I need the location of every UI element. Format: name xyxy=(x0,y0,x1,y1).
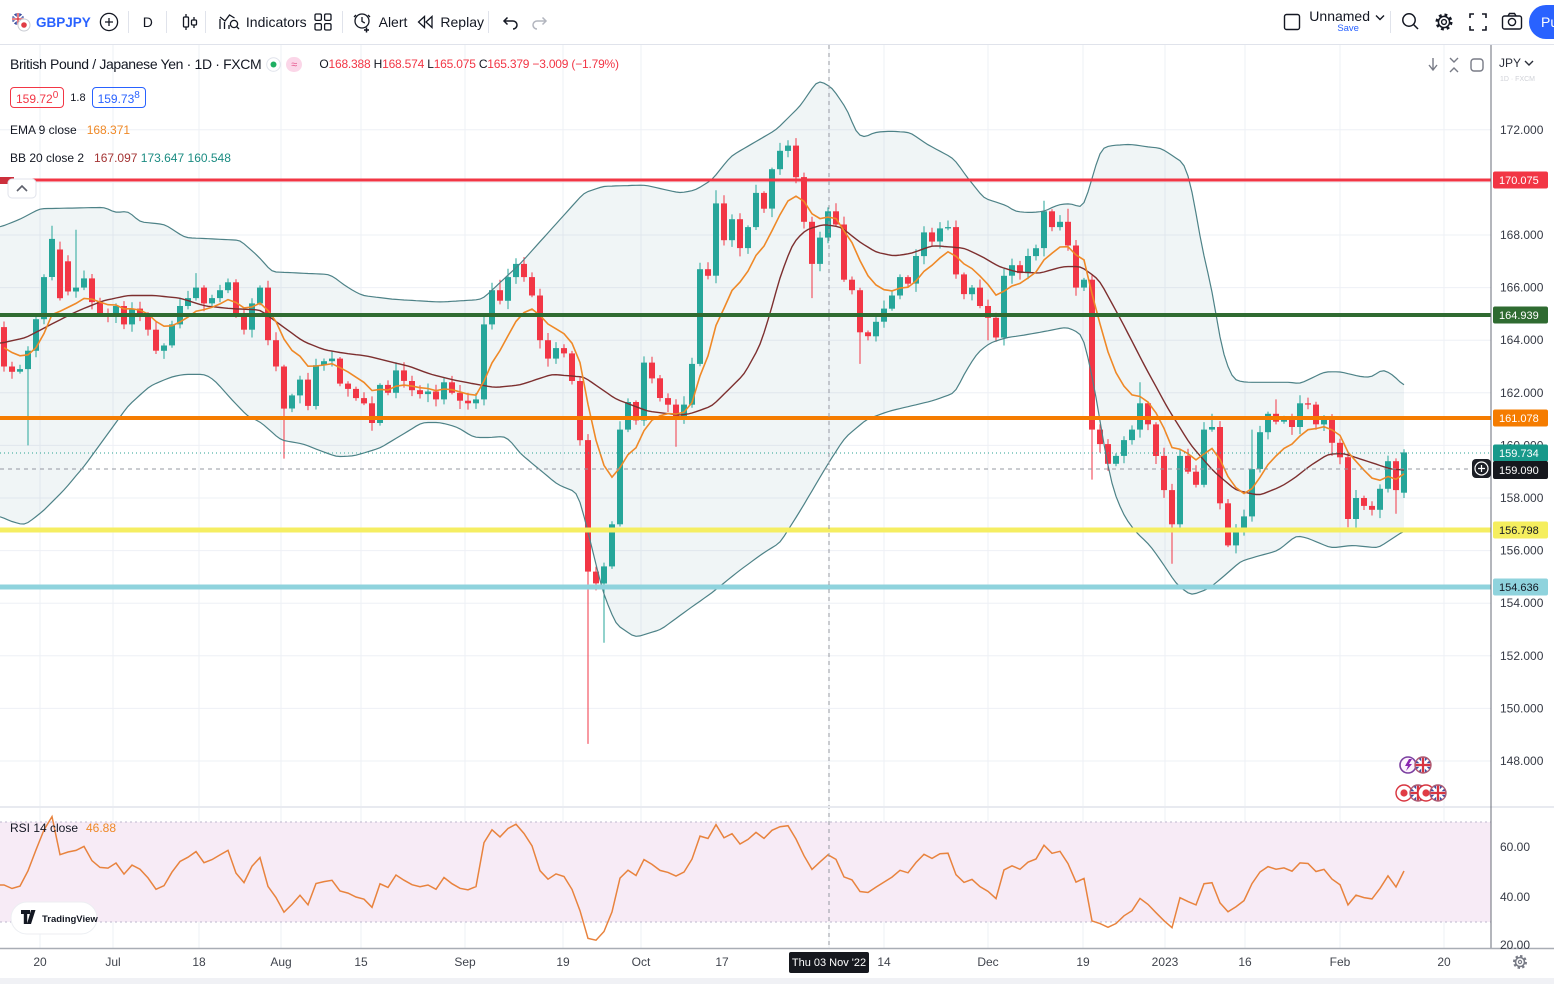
svg-text:60.00: 60.00 xyxy=(1500,840,1530,854)
svg-text:156.000: 156.000 xyxy=(1500,544,1544,558)
svg-text:Sep: Sep xyxy=(454,955,476,969)
svg-text:Jul: Jul xyxy=(105,955,120,969)
svg-text:Feb: Feb xyxy=(1330,955,1351,969)
svg-text:40.00: 40.00 xyxy=(1500,890,1530,904)
svg-text:Thu 03 Nov '22: Thu 03 Nov '22 xyxy=(792,957,866,969)
svg-text:Oct: Oct xyxy=(632,955,651,969)
svg-text:1D · FXCM: 1D · FXCM xyxy=(1500,76,1535,83)
svg-text:172.000: 172.000 xyxy=(1500,123,1544,137)
svg-text:JPY: JPY xyxy=(1499,56,1521,70)
svg-text:164.000: 164.000 xyxy=(1500,333,1544,347)
svg-text:Dec: Dec xyxy=(977,955,998,969)
svg-text:20: 20 xyxy=(1437,955,1451,969)
svg-text:TradingView: TradingView xyxy=(42,914,98,925)
svg-text:17: 17 xyxy=(715,955,729,969)
svg-text:18: 18 xyxy=(192,955,206,969)
svg-text:152.000: 152.000 xyxy=(1500,649,1544,663)
svg-text:150.000: 150.000 xyxy=(1500,701,1544,715)
svg-text:168.000: 168.000 xyxy=(1500,228,1544,242)
svg-text:RSI 14 close: RSI 14 close xyxy=(10,821,78,835)
svg-text:19: 19 xyxy=(1076,955,1090,969)
svg-text:20: 20 xyxy=(33,955,47,969)
svg-text:159.734: 159.734 xyxy=(1499,448,1539,460)
svg-text:170.075: 170.075 xyxy=(1499,175,1539,187)
svg-text:≈: ≈ xyxy=(292,59,298,71)
svg-text:19: 19 xyxy=(556,955,570,969)
svg-text:148.000: 148.000 xyxy=(1500,754,1544,768)
svg-text:15: 15 xyxy=(354,955,368,969)
svg-text:154.636: 154.636 xyxy=(1499,582,1539,594)
svg-text:14: 14 xyxy=(877,955,891,969)
svg-text:16: 16 xyxy=(1238,955,1252,969)
svg-text:20.00: 20.00 xyxy=(1500,938,1530,952)
svg-text:46.88: 46.88 xyxy=(86,821,116,835)
svg-text:154.000: 154.000 xyxy=(1500,596,1544,610)
svg-text:156.798: 156.798 xyxy=(1499,525,1539,537)
svg-text:159.090: 159.090 xyxy=(1499,465,1539,477)
svg-text:158.000: 158.000 xyxy=(1500,491,1544,505)
svg-text:Aug: Aug xyxy=(270,955,291,969)
svg-text:166.000: 166.000 xyxy=(1500,281,1544,295)
svg-text:2023: 2023 xyxy=(1152,955,1179,969)
svg-text:162.000: 162.000 xyxy=(1500,386,1544,400)
svg-text:164.939: 164.939 xyxy=(1499,310,1539,322)
svg-text:161.078: 161.078 xyxy=(1499,413,1539,425)
